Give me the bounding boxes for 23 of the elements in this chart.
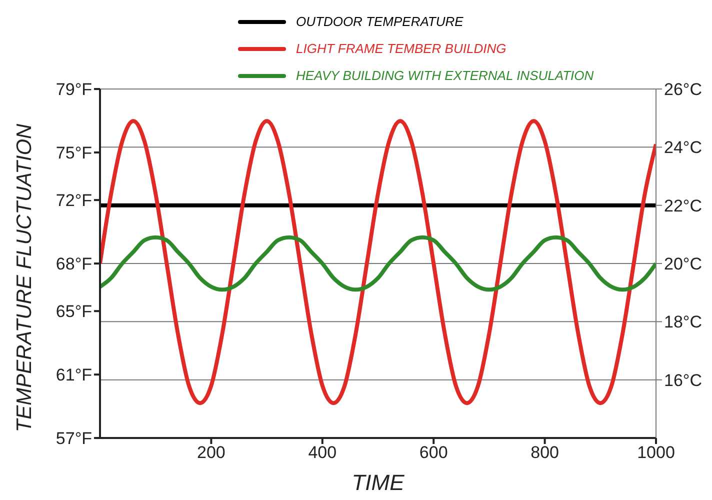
y-tick-label: 22°C [664,196,702,216]
y2-tick-label: 79°F [56,80,92,100]
y2-tick-label: 61°F [56,366,92,385]
y-tick-label: 20°C [664,254,702,274]
x-tick-label: 1000 [637,443,675,462]
legend-label: HEAVY BUILDING WITH EXTERNAL INSULATION [296,68,594,83]
y2-tick-label: 65°F [56,302,92,322]
y-tick-label: 18°C [664,312,702,332]
y2-tick-label: 72°F [56,191,92,210]
y-tick-label: 16°C [664,370,702,390]
y2-tick-label: 57°F [56,429,92,448]
y2-tick-label: 68°F [56,254,92,274]
y2-tick-label: 75°F [56,143,92,162]
x-tick-label: 200 [197,443,226,462]
y-tick-label: 26°C [664,80,702,100]
y-tick-label: 24°C [664,138,702,158]
x-axis-title: TIME [352,470,405,495]
legend-label: OUTDOOR TEMPERATURE [296,14,464,29]
x-tick-label: 800 [530,443,559,462]
y2-axis-title: TEMPERATURE FLUCTUATION [13,124,37,432]
legend-label: LIGHT FRAME TEMBER BUILDING [296,41,506,56]
x-tick-label: 400 [308,443,337,462]
x-tick-label: 600 [419,443,448,462]
